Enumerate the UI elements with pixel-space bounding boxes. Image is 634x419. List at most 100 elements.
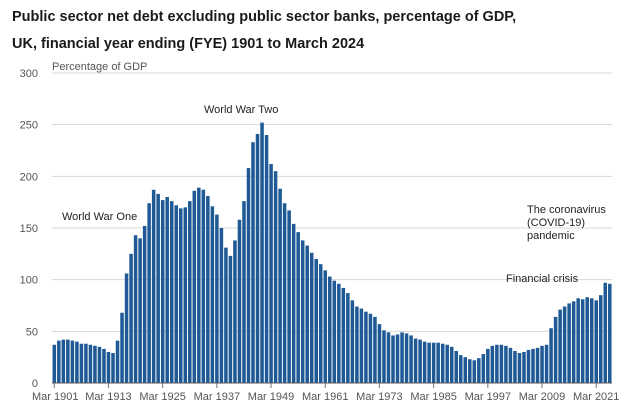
- bar-1938: [219, 228, 224, 383]
- bar-2018: [580, 299, 585, 383]
- bar-1970: [364, 311, 368, 383]
- bar-1924: [156, 193, 160, 383]
- bar-1975: [386, 332, 391, 383]
- bar-1980: [409, 335, 413, 383]
- bar-2019: [585, 297, 589, 383]
- x-tick-label: Mar 1913: [85, 391, 131, 403]
- annotation-covid-line-2: (COVID-19): [527, 217, 585, 229]
- y-tick-label-50: 50: [26, 326, 38, 338]
- bar-1979: [404, 333, 409, 383]
- bar-2015: [567, 303, 571, 383]
- bar-1919: [133, 235, 138, 383]
- bar-1960: [318, 264, 323, 383]
- bar-2022: [598, 295, 603, 383]
- x-tick-label: Mar 1973: [356, 391, 402, 403]
- bar-1931: [188, 201, 192, 383]
- bar-1959: [314, 259, 318, 383]
- bar-1918: [129, 253, 133, 383]
- x-tick-label: Mar 2009: [519, 391, 565, 403]
- bar-2000: [499, 344, 504, 383]
- bar-1911: [97, 346, 102, 383]
- x-tick-label: Mar 1901: [32, 391, 78, 403]
- x-tick-label: Mar 1985: [410, 391, 456, 403]
- bar-1983: [422, 341, 427, 383]
- bar-1940: [228, 255, 233, 383]
- x-tick-label: Mar 1961: [302, 391, 348, 403]
- y-tick-label-200: 200: [20, 171, 38, 183]
- bar-1923: [151, 189, 156, 383]
- bar-1906: [75, 341, 79, 383]
- bar-1914: [111, 353, 115, 383]
- bar-1985: [431, 342, 436, 383]
- bar-1933: [197, 187, 201, 383]
- bar-2021: [594, 300, 598, 383]
- bar-1928: [174, 205, 178, 383]
- bar-2001: [504, 345, 508, 383]
- bar-1913: [106, 352, 111, 383]
- bar-2016: [571, 301, 576, 383]
- bar-2014: [562, 306, 567, 383]
- bar-1994: [472, 360, 477, 383]
- chart-title-line2: UK, financial year ending (FYE) 1901 to …: [12, 36, 365, 52]
- bar-2004: [517, 353, 522, 383]
- bar-1978: [400, 332, 404, 383]
- bar-1958: [309, 252, 314, 383]
- bar-2009: [540, 345, 544, 383]
- bar-1902: [57, 340, 61, 383]
- bar-1974: [382, 330, 386, 383]
- bar-1997: [486, 348, 490, 383]
- bar-1948: [264, 135, 269, 383]
- bar-1941: [233, 240, 237, 383]
- bar-1932: [192, 190, 197, 383]
- bar-1943: [242, 201, 246, 383]
- bar-1901: [52, 344, 57, 383]
- bar-1987: [440, 343, 445, 383]
- bar-1912: [102, 348, 106, 383]
- chart-title-line1: Public sector net debt excluding public …: [12, 9, 517, 25]
- bar-1903: [61, 339, 66, 383]
- bar-1942: [237, 219, 242, 383]
- bar-1967: [350, 300, 355, 383]
- bar-1961: [323, 270, 328, 383]
- bar-2006: [526, 349, 531, 383]
- bar-1957: [305, 245, 309, 383]
- bar-1939: [224, 247, 228, 383]
- bar-1904: [66, 339, 70, 383]
- bar-1981: [413, 338, 418, 383]
- bar-1988: [445, 344, 449, 383]
- bar-1915: [115, 340, 120, 383]
- bar-1963: [332, 280, 337, 383]
- bar-1907: [79, 343, 84, 383]
- bar-1951: [278, 188, 282, 383]
- y-tick-label-100: 100: [20, 275, 38, 287]
- bar-1952: [282, 203, 287, 383]
- x-tick-label: Mar 1997: [465, 391, 511, 403]
- bar-2005: [522, 352, 526, 383]
- bar-1950: [273, 171, 278, 383]
- y-tick-label-0: 0: [32, 378, 38, 390]
- bar-1992: [463, 357, 468, 383]
- bar-1962: [328, 276, 332, 383]
- bar-1934: [201, 189, 206, 383]
- bar-1986: [436, 342, 440, 383]
- bar-1976: [391, 335, 395, 383]
- bar-2023: [603, 282, 608, 383]
- bar-1910: [93, 345, 97, 383]
- bar-2003: [513, 350, 517, 383]
- bar-1990: [454, 350, 458, 383]
- x-tick-label: Mar 1937: [194, 391, 240, 403]
- bar-1964: [337, 283, 341, 383]
- bar-1977: [395, 334, 400, 383]
- bar-2012: [553, 316, 558, 383]
- bar-2007: [531, 348, 535, 383]
- bar-1966: [346, 293, 350, 383]
- y-tick-label-150: 150: [20, 223, 38, 235]
- bar-1984: [427, 342, 431, 383]
- bar-1954: [291, 223, 296, 383]
- bar-1947: [260, 122, 264, 383]
- bar-1908: [84, 343, 88, 383]
- x-tick-label: Mar 2021: [573, 391, 619, 403]
- bar-1935: [206, 195, 210, 383]
- y-tick-label-300: 300: [20, 68, 38, 80]
